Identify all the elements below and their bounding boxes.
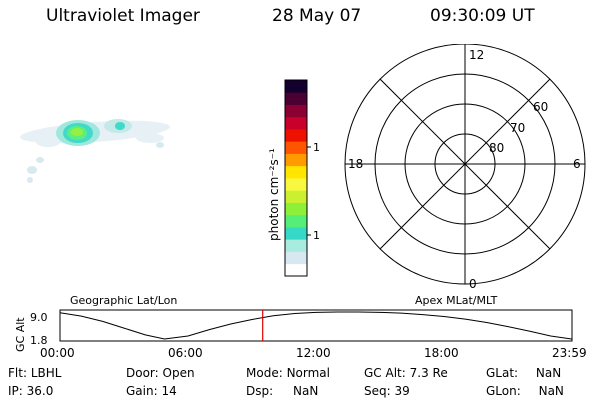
auroral-image [20, 119, 170, 183]
dsp-info: Dsp: NaN [246, 384, 318, 398]
gain-value: 14 [161, 384, 177, 398]
polar-diagonal-2 [379, 78, 551, 250]
glat-label: GLat: [486, 366, 519, 380]
glon-value: NaN [538, 384, 564, 398]
timeline-xtick-0600: 06:00 [168, 346, 203, 360]
polar-plot: 12 18 6 0 80 70 60 [344, 44, 586, 291]
colorbar-cell [285, 227, 307, 240]
colorbar-unit-label: photon cm⁻²s⁻¹ [267, 148, 281, 241]
mode-value: Normal [286, 366, 330, 380]
timeline-xtick-1800: 18:00 [424, 346, 459, 360]
colorbar: 100 10 photon cm⁻²s⁻¹ [267, 79, 320, 277]
colorbar-cell [285, 104, 307, 118]
dsp-label: Dsp: [246, 384, 274, 398]
mlt-label-12: 12 [469, 48, 484, 62]
colorbar-cell [285, 202, 307, 216]
time-label: 09:30:09 UT [430, 6, 535, 26]
colorbar-cell [285, 92, 307, 105]
door-value: Open [162, 366, 195, 380]
timeline-frame [59, 309, 573, 342]
gcalt-label: GC Alt: [364, 366, 406, 380]
filter-info: Flt: LBHL [8, 366, 61, 380]
colorbar-cell [285, 251, 307, 265]
glat-info: GLat: NaN [486, 366, 561, 380]
timeline-left-title: Geographic Lat/Lon [70, 294, 177, 307]
timeline-xtick-0000: 00:00 [40, 346, 75, 360]
ip-info: IP: 36.0 [8, 384, 53, 398]
ip-label: IP: [8, 384, 23, 398]
glat-value: NaN [535, 366, 562, 380]
seq-value: 39 [394, 384, 410, 398]
gcalt-info: GC Alt: 7.3 Re [364, 366, 448, 380]
filter-label: Flt: [8, 366, 27, 380]
date-label: 28 May 07 [272, 6, 362, 26]
dsp-value: NaN [292, 384, 319, 398]
timeline-ytick-1.8: 1.8 [30, 334, 48, 347]
colorbar-cell [285, 129, 307, 142]
instrument-title: Ultraviolet Imager [46, 6, 200, 26]
colorbar-cell [285, 214, 307, 228]
door-label: Door: [126, 366, 159, 380]
ring-label-80: 80 [489, 141, 504, 155]
colorbar-cell [285, 153, 307, 167]
glon-label: GLon: [486, 384, 521, 398]
mlt-label-18: 18 [348, 157, 363, 171]
colorbar-frame [284, 79, 308, 277]
colorbar-cell [285, 165, 307, 179]
gain-label: Gain: [126, 384, 158, 398]
timeline-xtick-1200: 12:00 [296, 346, 331, 360]
timeline-ylabel: GC Alt [14, 317, 27, 352]
gcalt-value: 7.3 Re [409, 366, 448, 380]
gain-info: Gain: 14 [126, 384, 177, 398]
timeline-ytick-9: 9.0 [30, 311, 48, 324]
seq-label: Seq: [364, 384, 391, 398]
colorbar-cell [285, 239, 307, 252]
colorbar-cell [285, 190, 307, 203]
ip-value: 36.0 [26, 384, 54, 398]
colorbar-cells [285, 80, 307, 277]
colorbar-tick-label-100: 100 [313, 141, 320, 154]
door-info: Door: Open [126, 366, 195, 380]
glon-info: GLon: NaN [486, 384, 564, 398]
ring-label-70: 70 [510, 121, 525, 135]
timeline-right-title: Apex MLat/MLT [415, 294, 498, 307]
timeline-plot: Geographic Lat/Lon Apex MLat/MLT GC Alt … [14, 294, 587, 360]
seq-info: Seq: 39 [364, 384, 410, 398]
mlt-label-6: 6 [573, 157, 581, 171]
timeline-xtick-2359: 23:59 [552, 346, 587, 360]
colorbar-cell [285, 116, 307, 130]
colorbar-tick-label-10: 10 [313, 229, 320, 242]
mlt-label-0: 0 [469, 277, 477, 291]
colorbar-cell [285, 263, 307, 277]
ring-label-60: 60 [533, 100, 548, 114]
colorbar-cell [285, 141, 307, 154]
colorbar-cell [285, 178, 307, 191]
filter-value: LBHL [30, 366, 62, 380]
colorbar-cell [285, 80, 307, 93]
mode-label: Mode: [246, 366, 283, 380]
aurora-oval [20, 119, 170, 183]
mode-info: Mode: Normal [246, 366, 330, 380]
gc-alt-line [59, 311, 572, 340]
